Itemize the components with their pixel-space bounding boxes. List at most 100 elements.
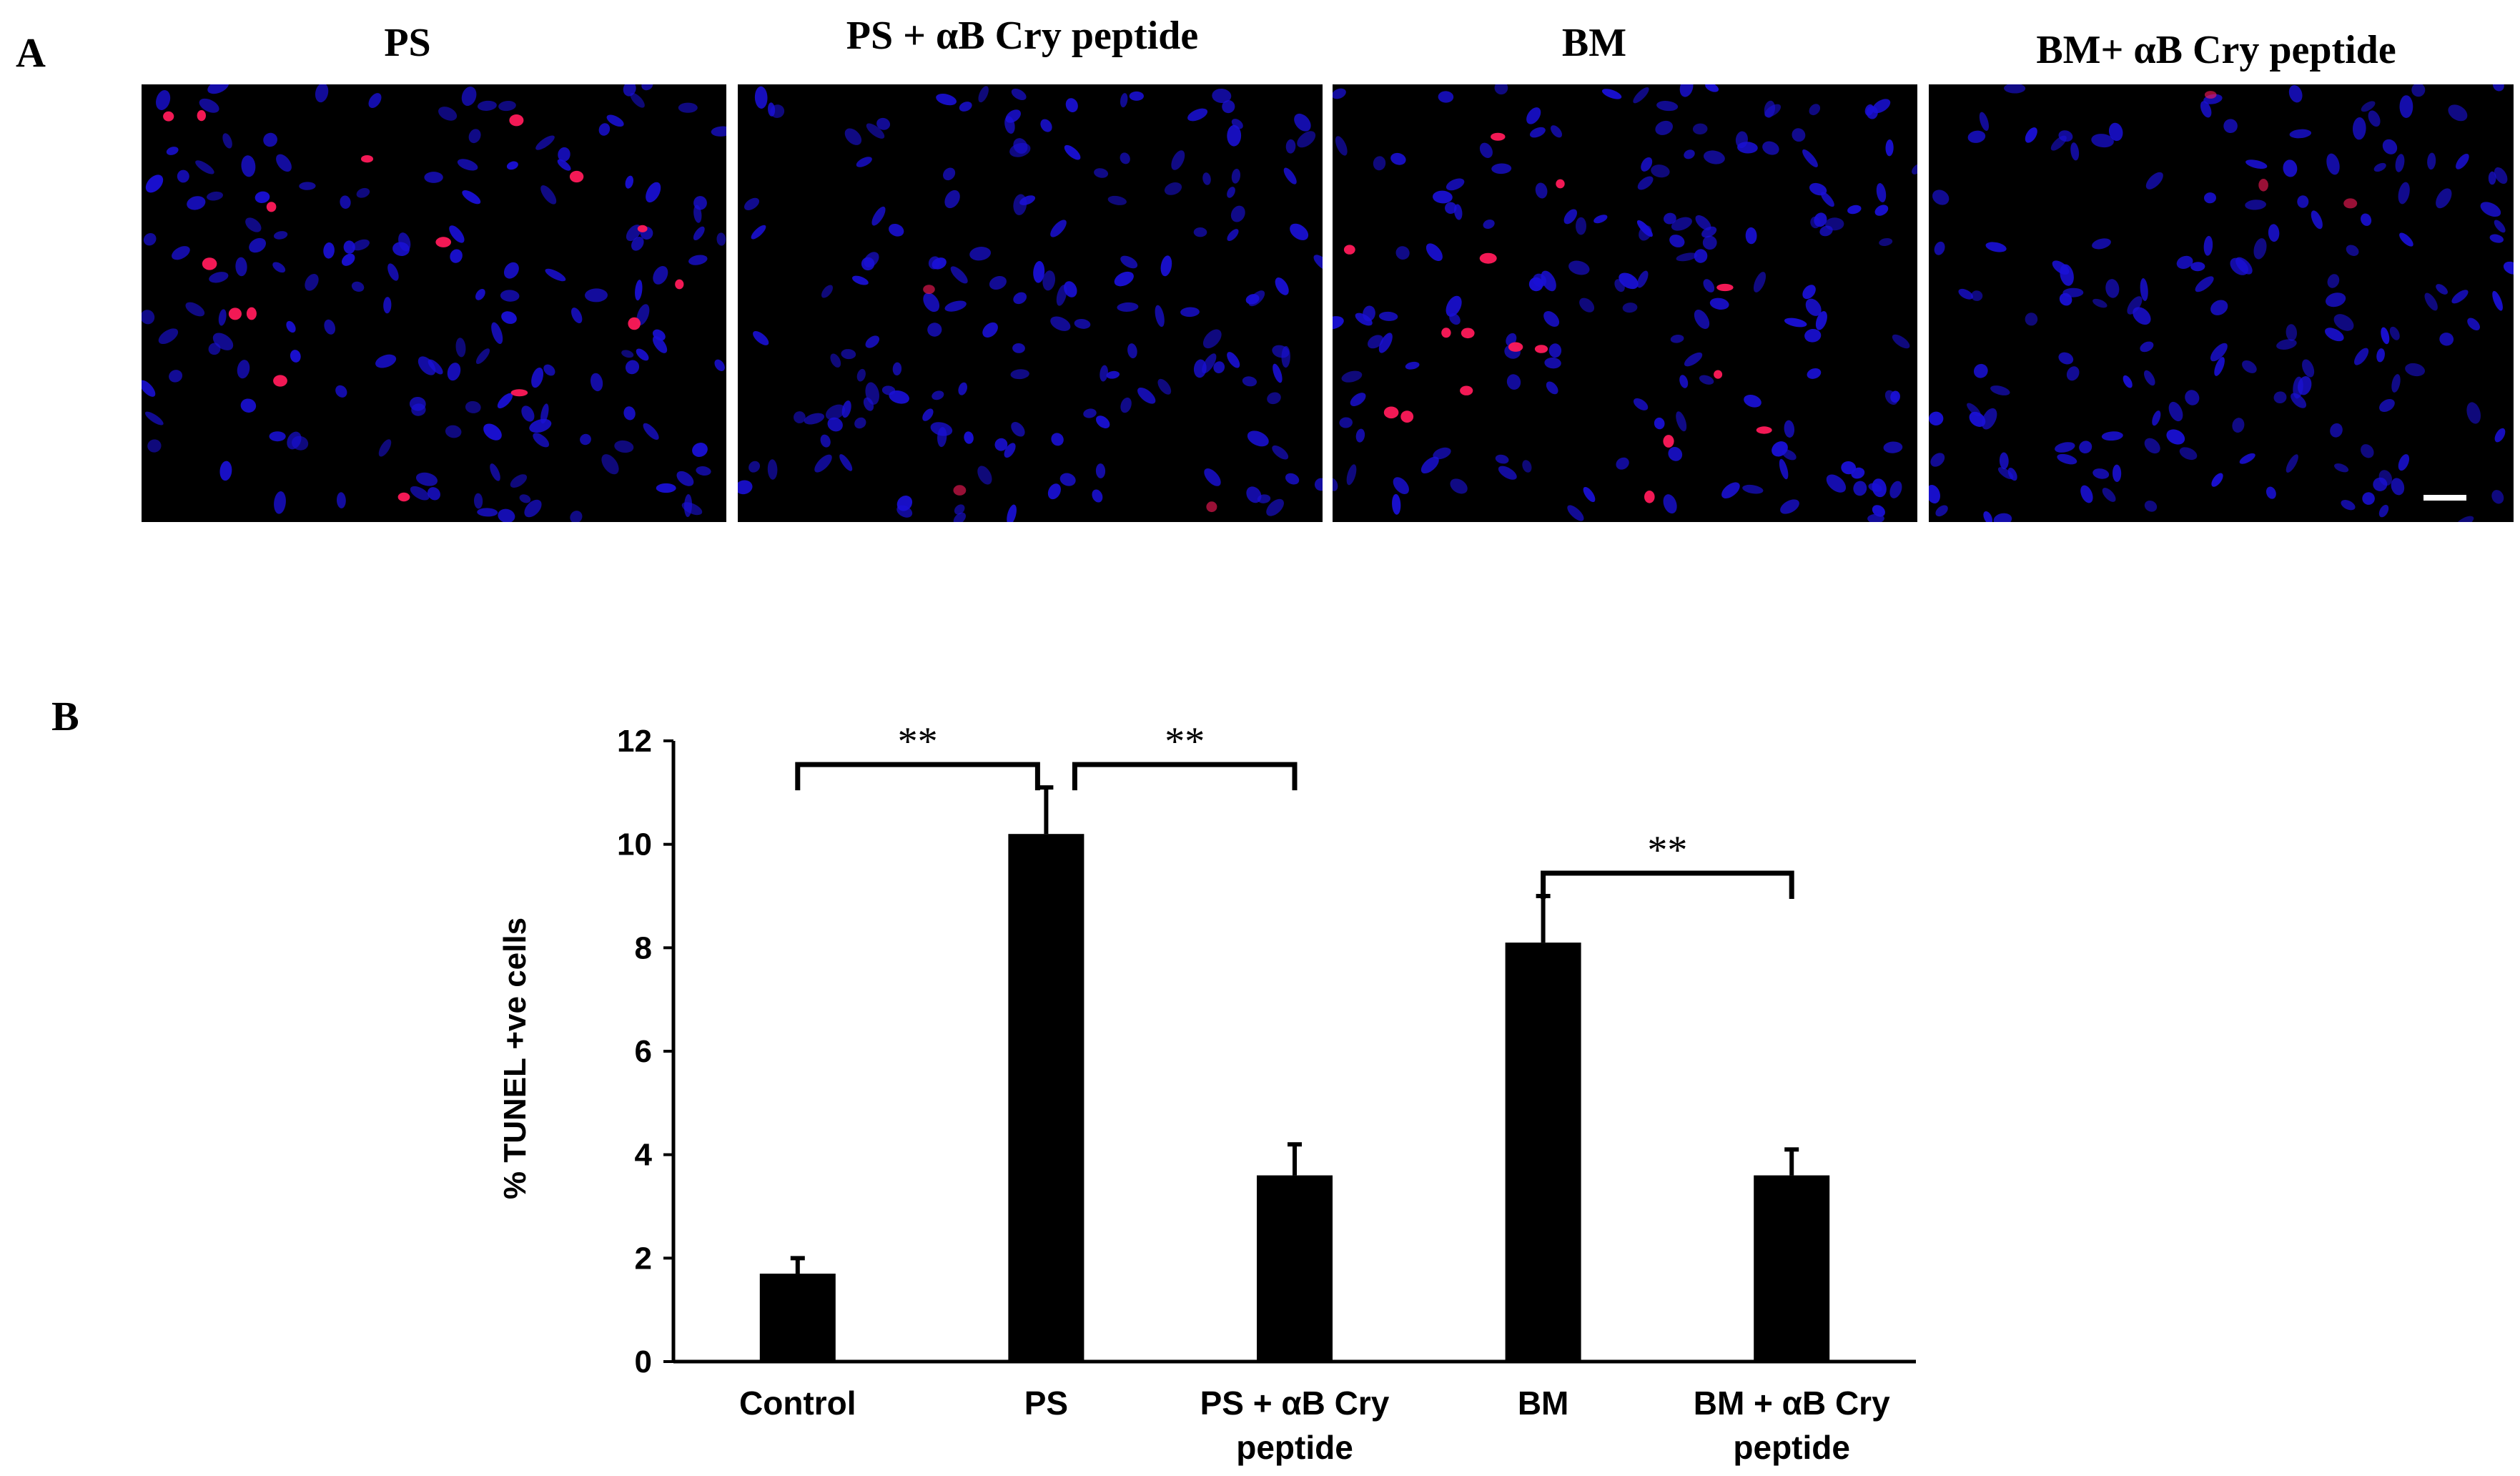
nucleus xyxy=(1335,136,1348,156)
tunel-positive-cell xyxy=(361,155,373,163)
nucleus xyxy=(2298,376,2312,395)
nucleus xyxy=(636,348,649,361)
nucleus xyxy=(166,147,179,155)
nucleus xyxy=(450,249,463,263)
nucleus xyxy=(1699,375,1714,385)
tunel-positive-cell xyxy=(637,225,648,232)
nucleus xyxy=(2330,423,2343,438)
tunel-positive-cell xyxy=(675,279,684,290)
nucleus xyxy=(2166,429,2185,445)
nucleus xyxy=(1227,352,1240,368)
nucleus xyxy=(2451,290,2469,304)
nucleus xyxy=(1810,216,1821,229)
nucleus xyxy=(417,356,436,375)
nucleus xyxy=(1535,182,1548,199)
nucleus xyxy=(1272,345,1290,358)
nucleus xyxy=(2448,104,2468,122)
nucleus xyxy=(1157,378,1172,395)
nucleus xyxy=(585,288,608,302)
nucleus xyxy=(2025,313,2038,326)
bar-1 xyxy=(1008,834,1084,1362)
x-category-label: BM xyxy=(1518,1384,1569,1422)
nucleus xyxy=(1872,478,1887,498)
nucleus xyxy=(1805,298,1822,316)
nucleus xyxy=(2025,127,2037,143)
y-tick-label: 10 xyxy=(617,827,652,862)
micrograph-title-ps: PS xyxy=(384,21,431,65)
significance-bracket xyxy=(1541,870,1794,899)
nucleus xyxy=(570,511,583,522)
nucleus xyxy=(2480,202,2501,217)
nucleus xyxy=(1851,467,1865,479)
tunel-positive-cell xyxy=(1460,385,1473,395)
nucleus xyxy=(1064,281,1077,297)
nucleus xyxy=(656,483,676,493)
tunel-positive-cell xyxy=(2204,91,2217,99)
nucleus xyxy=(954,504,965,515)
tunel-positive-cell xyxy=(435,237,451,247)
nucleus xyxy=(1522,460,1532,473)
nucleus xyxy=(1433,447,1451,460)
nucleus xyxy=(1390,152,1406,165)
nucleus xyxy=(276,154,292,172)
nucleus xyxy=(207,84,229,94)
nucleus xyxy=(1275,277,1289,295)
nucleus xyxy=(1670,335,1684,343)
nucleus xyxy=(1120,93,1128,108)
nucleus xyxy=(1546,381,1558,395)
nucleus xyxy=(2341,500,2356,511)
micrograph-canvas xyxy=(1929,84,2514,522)
nucleus xyxy=(1973,363,1988,378)
nucleus xyxy=(1820,192,1834,207)
nucleus xyxy=(387,263,399,281)
nucleus xyxy=(273,231,288,240)
tunel-positive-cell xyxy=(1479,252,1497,264)
nucleus xyxy=(218,309,227,326)
nucleus xyxy=(1227,124,1242,147)
nucleus xyxy=(1930,453,1945,467)
nucleus xyxy=(580,433,591,446)
nucleus xyxy=(1313,255,1323,271)
nucleus xyxy=(1641,157,1653,172)
nucleus xyxy=(2427,152,2436,170)
nucleus xyxy=(825,404,846,420)
nucleus xyxy=(445,425,462,438)
x-category-label: BM + αB Cry xyxy=(1694,1384,1890,1422)
nucleus xyxy=(1004,443,1016,458)
nucleus xyxy=(767,459,778,480)
nucleus xyxy=(1272,445,1289,460)
nucleus xyxy=(978,86,989,103)
tunel-positive-cell xyxy=(510,389,528,397)
nucleus xyxy=(614,440,634,453)
nucleus xyxy=(1019,195,1036,205)
nucleus xyxy=(1969,411,1986,427)
nucleus xyxy=(861,257,875,271)
nucleus xyxy=(676,471,694,486)
nucleus xyxy=(2195,276,2214,292)
nucleus xyxy=(1479,142,1493,158)
bar-3 xyxy=(1505,943,1581,1362)
nucleus xyxy=(714,359,725,371)
nucleus xyxy=(185,302,205,317)
micrograph-canvas xyxy=(1333,84,1917,522)
nucleus xyxy=(621,350,634,358)
nucleus xyxy=(1874,205,1889,216)
nucleus xyxy=(375,354,397,368)
nucleus xyxy=(1695,215,1711,231)
nucleus xyxy=(1744,394,1761,408)
nucleus xyxy=(245,217,262,232)
nucleus xyxy=(1074,318,1091,329)
nucleus xyxy=(896,505,913,518)
nucleus xyxy=(1702,235,1717,250)
nucleus xyxy=(1446,295,1462,317)
nucleus xyxy=(1654,417,1665,430)
nucleus xyxy=(299,182,316,190)
nucleus xyxy=(461,87,477,107)
nucleus xyxy=(1579,297,1595,313)
nucleus xyxy=(529,418,552,433)
nucleus xyxy=(498,508,515,522)
nucleus xyxy=(2123,375,2133,388)
y-tick-label: 12 xyxy=(617,724,652,759)
bar-2 xyxy=(1257,1175,1333,1362)
nucleus xyxy=(1231,168,1241,184)
